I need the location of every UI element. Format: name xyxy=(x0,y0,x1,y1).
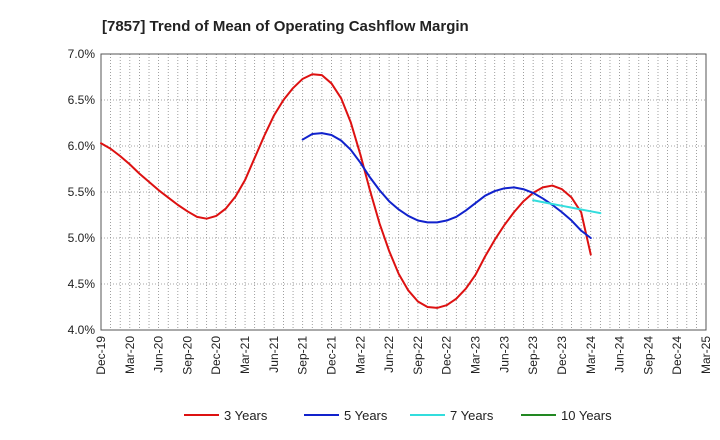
x-tick-label: Dec-24 xyxy=(670,336,684,375)
legend: 3 Years 5 Years 7 Years 10 Years xyxy=(184,408,612,423)
x-tick-label: Mar-21 xyxy=(238,336,252,374)
y-axis: 4.0% 4.5% 5.0% 5.5% 6.0% 6.5% 7.0% xyxy=(68,47,96,337)
series-line-7-years xyxy=(532,199,602,215)
x-tick-label: Sep-20 xyxy=(180,336,194,375)
series-lines xyxy=(100,73,602,309)
y-tick-label: 5.5% xyxy=(68,185,96,199)
legend-label: 7 Years xyxy=(450,408,494,423)
series-line-5-years xyxy=(301,132,592,239)
x-tick-label: Jun-20 xyxy=(152,336,166,373)
x-tick-label: Dec-23 xyxy=(555,336,569,375)
y-tick-label: 4.5% xyxy=(68,277,96,291)
chart-title: [7857] Trend of Mean of Operating Cashfl… xyxy=(102,18,469,35)
y-tick-label: 4.0% xyxy=(68,323,96,337)
x-tick-label: Jun-22 xyxy=(382,336,396,373)
y-tick-label: 6.0% xyxy=(68,139,96,153)
x-tick-label: Mar-22 xyxy=(353,336,367,374)
x-tick-label: Mar-24 xyxy=(584,336,598,374)
x-tick-label: Mar-20 xyxy=(123,336,137,374)
x-tick-label: Sep-23 xyxy=(526,336,540,375)
x-tick-label: Dec-21 xyxy=(324,336,338,375)
legend-label: 3 Years xyxy=(224,408,268,423)
x-axis: Dec-19 Mar-20 Jun-20 Sep-20 Dec-20 Mar-21 Jun-… xyxy=(94,336,713,375)
x-tick-label: Jun-23 xyxy=(497,336,511,373)
plot-frame xyxy=(100,53,707,331)
x-tick-label: Mar-25 xyxy=(699,336,713,374)
y-tick-label: 7.0% xyxy=(68,47,96,61)
legend-label: 5 Years xyxy=(344,408,388,423)
x-tick-label: Sep-24 xyxy=(641,336,655,375)
x-tick-label: Mar-23 xyxy=(469,336,483,374)
x-tick-label: Dec-19 xyxy=(94,336,108,375)
x-tick-label: Jun-24 xyxy=(613,336,627,373)
x-tick-label: Dec-20 xyxy=(209,336,223,375)
x-tick-label: Dec-22 xyxy=(440,336,454,375)
series-line-3-years xyxy=(100,73,592,309)
x-tick-label: Sep-21 xyxy=(296,336,310,375)
x-tick-label: Jun-21 xyxy=(267,336,281,373)
y-tick-label: 5.0% xyxy=(68,231,96,245)
x-tick-label: Sep-22 xyxy=(411,336,425,375)
legend-label: 10 Years xyxy=(561,408,612,423)
grid xyxy=(100,53,707,331)
y-tick-label: 6.5% xyxy=(68,93,96,107)
